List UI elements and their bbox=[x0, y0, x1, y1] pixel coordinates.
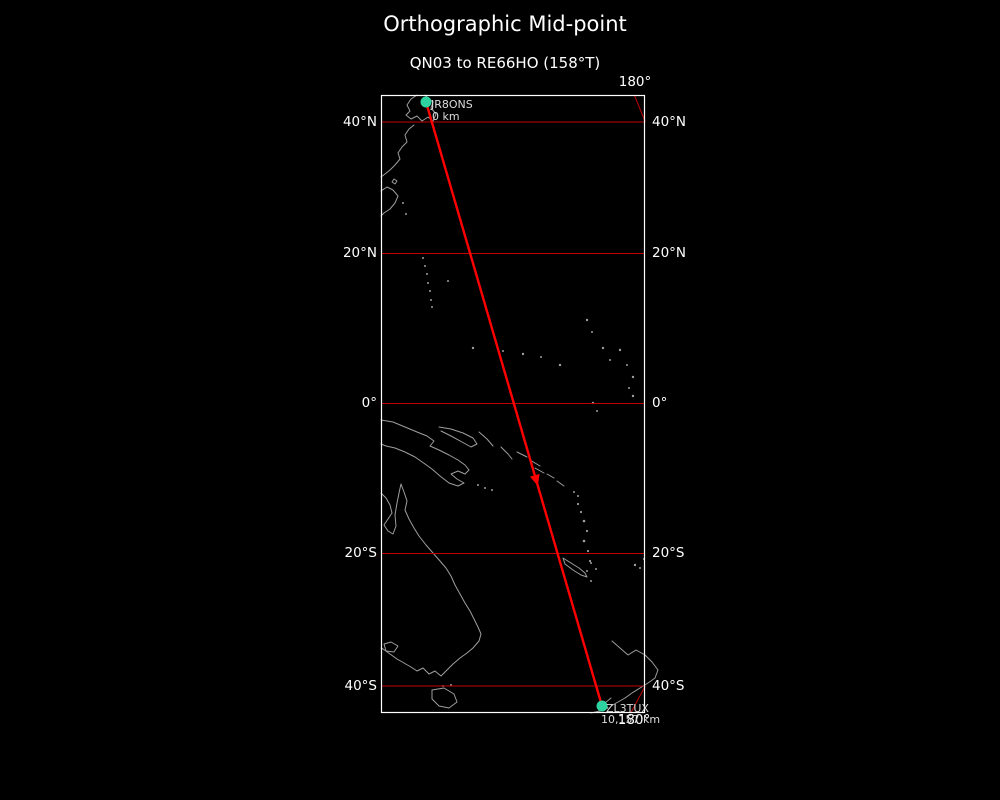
coastline-vanuatu-fiji bbox=[576, 502, 645, 582]
coastline-solomon-islands bbox=[516, 451, 579, 497]
lat-label-left-20s: 20°S bbox=[344, 545, 378, 561]
meridian-180-gridline bbox=[630, 95, 646, 713]
figure-subtitle: QN03 to RE66HO (158°T) bbox=[409, 54, 601, 72]
lat-label-left-0: 0° bbox=[361, 395, 377, 411]
end-marker-dot bbox=[596, 700, 608, 712]
start-marker-dot bbox=[420, 96, 432, 108]
start-marker-callsign: JR8ONS bbox=[431, 98, 473, 111]
meridian-label-top: 180° bbox=[618, 74, 652, 90]
great-circle-path bbox=[424, 101, 604, 707]
meridian-label-bottom: 180° bbox=[617, 712, 651, 728]
coastline-japan bbox=[380, 94, 437, 217]
coastline-australia bbox=[380, 483, 482, 709]
map-frame bbox=[380, 94, 646, 714]
lat-label-left-20n: 20°N bbox=[342, 245, 377, 261]
start-marker-distance: 0 km bbox=[432, 110, 460, 123]
figure-title: Orthographic Mid-point bbox=[383, 12, 627, 36]
end-marker-distance: 10,157 km bbox=[601, 713, 661, 726]
coastline-mariana-chain bbox=[422, 257, 449, 308]
coastline-marshall-gilbert-islands bbox=[585, 318, 635, 412]
lat-label-left-40s: 40°S bbox=[344, 678, 378, 694]
coastline-caroline-islands bbox=[471, 346, 562, 367]
lat-label-right-20n: 20°N bbox=[652, 245, 687, 261]
lat-label-right-20s: 20°S bbox=[652, 545, 685, 561]
map-plot-area bbox=[380, 94, 659, 714]
coastline-new-zealand bbox=[590, 640, 659, 714]
lat-label-right-40n: 40°N bbox=[652, 114, 687, 130]
lat-label-left-40n: 40°N bbox=[342, 114, 377, 130]
end-marker-callsign: ZL3TUX bbox=[606, 702, 649, 715]
lat-label-right-0: 0° bbox=[652, 395, 668, 411]
coastline-new-guinea bbox=[380, 419, 513, 491]
direction-arrow-icon bbox=[529, 473, 540, 486]
lat-label-right-40s: 40°S bbox=[652, 678, 685, 694]
coastline-new-caledonia bbox=[562, 557, 597, 578]
